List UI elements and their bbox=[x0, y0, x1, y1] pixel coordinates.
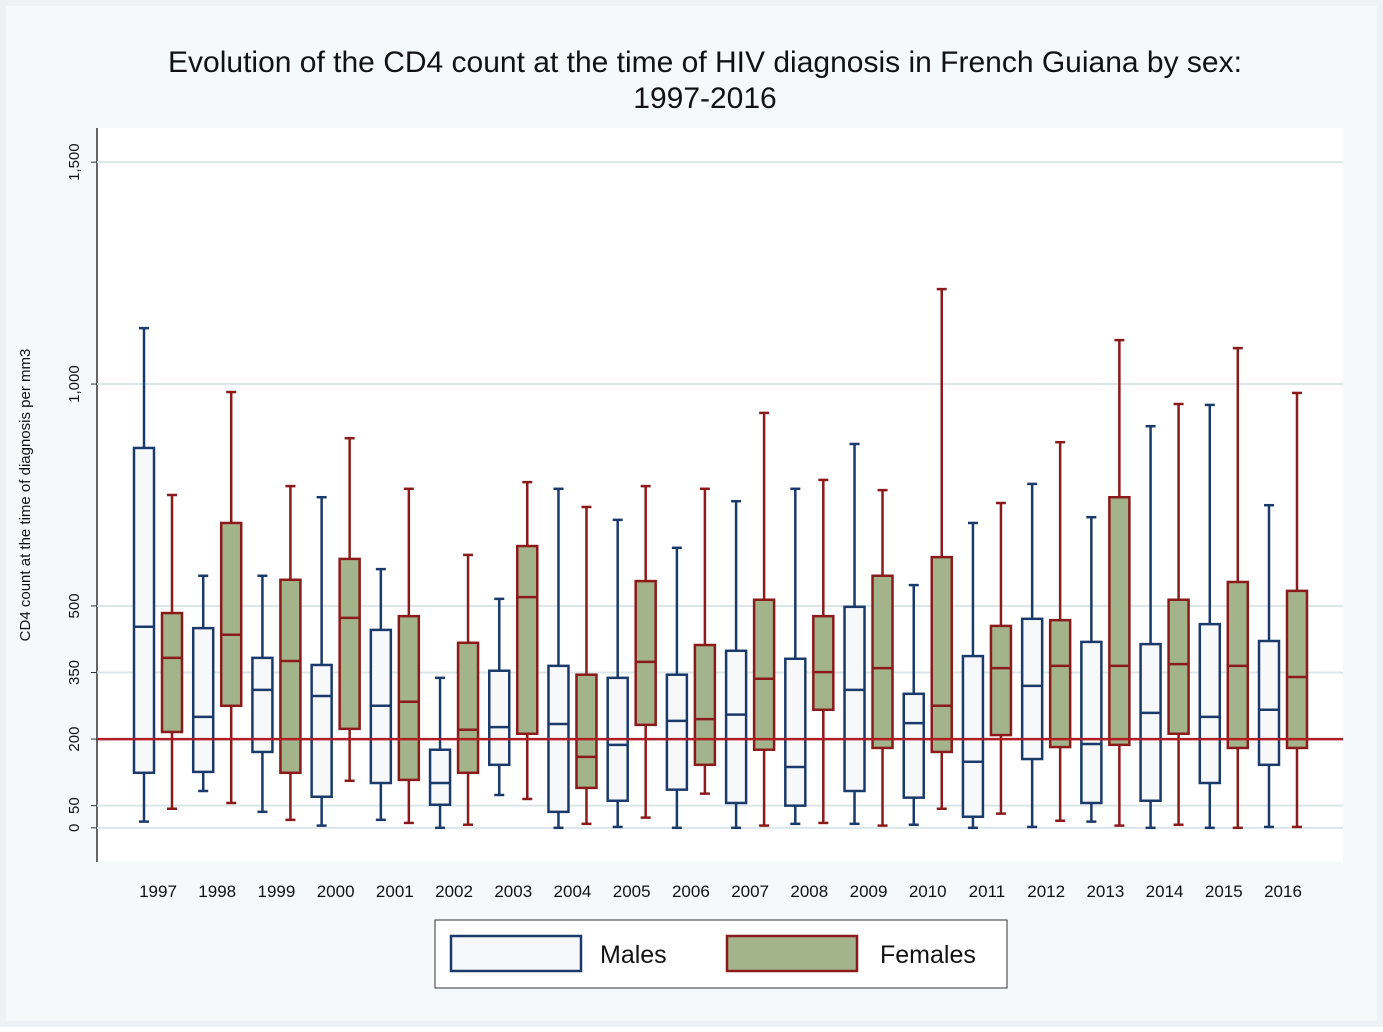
y-tick-label: 1,000 bbox=[66, 365, 83, 403]
box bbox=[752, 598, 776, 751]
y-tick-label: 1,500 bbox=[66, 143, 83, 181]
box bbox=[1198, 622, 1222, 785]
x-tick-label: 2009 bbox=[850, 882, 888, 901]
x-tick-label: 2008 bbox=[790, 882, 828, 901]
box bbox=[634, 579, 657, 727]
box bbox=[843, 605, 866, 793]
box bbox=[310, 663, 333, 799]
chart-title: 1997-2016 bbox=[633, 82, 776, 115]
legend-label: Males bbox=[600, 941, 667, 969]
x-tick-label: 2015 bbox=[1205, 882, 1243, 901]
x-tick-label: 2016 bbox=[1264, 882, 1302, 901]
legend-swatch bbox=[725, 934, 859, 973]
x-tick-label: 2013 bbox=[1086, 882, 1124, 901]
x-tick-label: 2000 bbox=[317, 882, 355, 901]
box bbox=[397, 614, 421, 782]
x-tick-label: 1999 bbox=[258, 882, 296, 901]
legend bbox=[434, 919, 1008, 989]
x-tick-label: 2014 bbox=[1146, 882, 1184, 901]
box bbox=[784, 657, 807, 807]
legend-swatch bbox=[449, 934, 583, 973]
chart-title: Evolution of the CD4 count at the time o… bbox=[168, 46, 1242, 79]
box bbox=[1048, 618, 1072, 749]
box bbox=[665, 673, 689, 791]
box bbox=[930, 555, 953, 754]
box bbox=[1139, 642, 1162, 803]
x-tick-label: 2001 bbox=[376, 882, 414, 901]
legend-label: Females bbox=[880, 941, 976, 969]
box bbox=[724, 649, 748, 805]
box bbox=[871, 574, 894, 750]
box bbox=[191, 626, 215, 774]
x-tick-label: 2007 bbox=[731, 882, 769, 901]
x-tick-label: 2003 bbox=[494, 882, 532, 901]
box bbox=[1080, 640, 1103, 805]
x-tick-label: 2012 bbox=[1027, 882, 1065, 901]
box bbox=[1020, 617, 1044, 761]
box bbox=[1285, 589, 1309, 750]
box bbox=[132, 446, 156, 775]
box bbox=[251, 656, 274, 754]
y-axis-label: CD4 count at the time of diagnosis per m… bbox=[17, 349, 34, 642]
x-tick-label: 2006 bbox=[672, 882, 710, 901]
box bbox=[488, 669, 511, 767]
box bbox=[693, 643, 717, 767]
box bbox=[902, 692, 925, 799]
y-tick-label: 200 bbox=[66, 727, 83, 752]
x-tick-label: 2004 bbox=[554, 882, 592, 901]
box bbox=[279, 578, 302, 775]
x-tick-label: 2011 bbox=[969, 882, 1006, 901]
box bbox=[1167, 598, 1190, 735]
y-tick-label: 350 bbox=[66, 660, 83, 685]
box bbox=[1257, 639, 1281, 767]
box bbox=[219, 521, 243, 708]
box bbox=[456, 641, 480, 775]
box bbox=[428, 748, 452, 807]
x-tick-label: 2010 bbox=[909, 882, 947, 901]
y-tick-label: 500 bbox=[66, 593, 83, 618]
y-tick-label: 0 bbox=[66, 824, 83, 832]
box bbox=[961, 654, 985, 818]
box bbox=[160, 611, 184, 734]
box bbox=[812, 614, 835, 712]
x-tick-label: 1997 bbox=[139, 882, 177, 901]
y-tick-label: 50 bbox=[66, 797, 83, 814]
box bbox=[338, 557, 361, 731]
x-tick-label: 2005 bbox=[613, 882, 651, 901]
box bbox=[989, 624, 1013, 737]
x-tick-label: 2002 bbox=[435, 882, 473, 901]
box bbox=[575, 673, 598, 790]
box bbox=[1108, 495, 1131, 747]
x-tick-label: 1998 bbox=[198, 882, 236, 901]
box bbox=[516, 544, 539, 735]
